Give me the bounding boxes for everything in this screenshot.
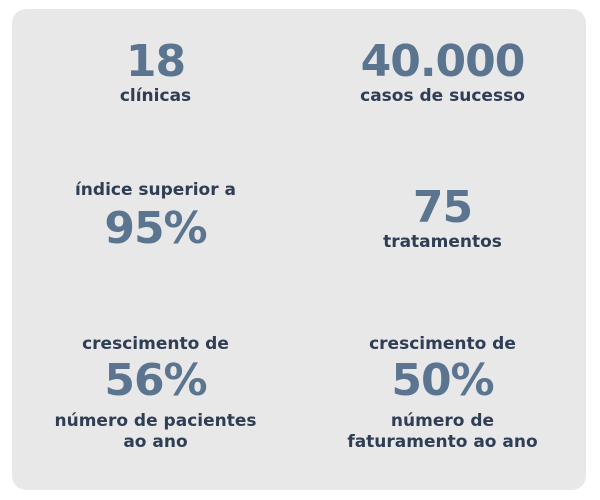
stat-suffix-line2: ao ano (123, 432, 188, 452)
stat-value: 95% (104, 203, 207, 254)
stat-index: índice superior a 95% (12, 180, 299, 251)
stats-card (12, 9, 586, 490)
stat-label: clínicas (119, 86, 192, 106)
stat-label: tratamentos (383, 232, 502, 252)
stat-prefix: índice superior a (74, 180, 237, 200)
stat-prefix: crescimento de (369, 334, 516, 354)
stat-value: 56% (104, 355, 207, 406)
stat-revenue-growth: crescimento de 50% número de faturamento… (299, 334, 586, 453)
stat-patient-growth: crescimento de 56% número de pacientes a… (12, 334, 299, 453)
stat-prefix: crescimento de (82, 334, 229, 354)
stat-suffix-line1: número de (390, 411, 495, 431)
stat-value: 50% (391, 355, 494, 406)
stat-value: 75 (412, 182, 473, 233)
stat-value: 18 (125, 36, 186, 87)
stat-success-cases: 40.000 casos de sucesso (299, 40, 586, 107)
stat-clinics: 18 clínicas (12, 40, 299, 107)
stat-suffix-line1: número de pacientes (54, 411, 257, 431)
stat-treatments: 75 tratamentos (299, 186, 586, 253)
stat-label: casos de sucesso (360, 86, 525, 106)
stat-suffix-line2: faturamento ao ano (347, 432, 538, 452)
stat-value: 40.000 (360, 36, 526, 87)
